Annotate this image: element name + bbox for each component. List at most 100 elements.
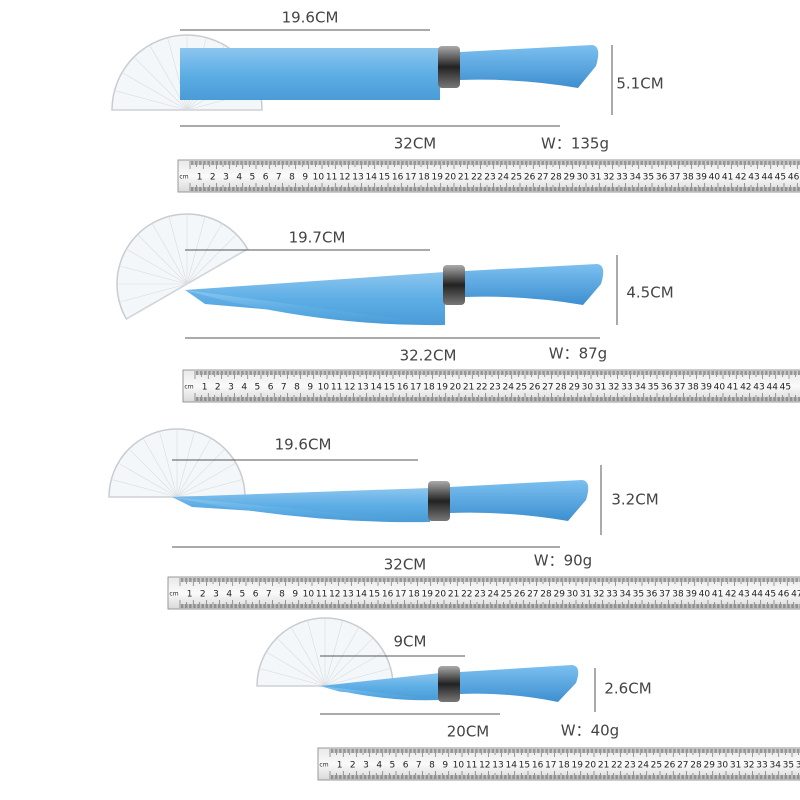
ruler-number: 16 <box>382 590 394 600</box>
ruler-number: 11 <box>326 173 337 183</box>
protractor-line <box>151 223 188 285</box>
ruler-number: 12 <box>339 173 350 183</box>
bolster <box>443 265 465 305</box>
ruler-number: 13 <box>352 173 363 183</box>
ruler-number: 33 <box>756 761 767 771</box>
ruler-number: 32 <box>608 383 619 393</box>
ruler-number: 37 <box>669 173 680 183</box>
protractor-line <box>324 668 391 687</box>
protractor-line <box>128 448 178 498</box>
ruler-number: 42 <box>735 173 746 183</box>
ruler-number: 8 <box>289 173 295 183</box>
ruler-number: 28 <box>690 761 702 771</box>
ruler-number: 38 <box>672 590 684 600</box>
protractor-line <box>119 283 188 303</box>
ruler-number: 44 <box>761 173 773 183</box>
protractor-line <box>259 668 326 687</box>
protractor-line <box>276 637 326 687</box>
ruler-number: 29 <box>568 383 580 393</box>
ruler-number: 21 <box>598 761 609 771</box>
ruler-number: 9 <box>442 761 448 771</box>
weight: W：135g <box>541 135 609 153</box>
ruler-number: 33 <box>606 590 617 600</box>
protractor-line <box>186 248 248 285</box>
height: 3.2CM <box>611 491 658 509</box>
ruler-number: 22 <box>611 761 622 771</box>
ruler-number: 25 <box>501 590 512 600</box>
ruler-number: 15 <box>379 173 390 183</box>
ruler-number: 31 <box>590 173 601 183</box>
ruler-number: 32 <box>593 590 604 600</box>
ruler-number: 3 <box>228 383 234 393</box>
ruler-number: 14 <box>505 761 517 771</box>
ruler-number: 21 <box>458 173 469 183</box>
ruler-number: 32 <box>603 173 614 183</box>
ruler-number: 27 <box>527 590 538 600</box>
ruler-number: 36 <box>661 383 673 393</box>
ruler-number: 43 <box>748 173 759 183</box>
ruler-number: 37 <box>674 383 685 393</box>
ruler-number: 24 <box>487 590 499 600</box>
ruler-number: 10 <box>318 383 330 393</box>
blade-length: 19.6CM <box>275 436 332 454</box>
bolster <box>438 46 460 88</box>
ruler-number: 35 <box>643 173 654 183</box>
ruler-number: 22 <box>476 383 487 393</box>
protractor-line <box>142 437 178 498</box>
blade-length: 19.7CM <box>289 229 346 247</box>
ruler-number: 41 <box>727 383 738 393</box>
protractor-line <box>159 431 178 498</box>
handle <box>460 665 579 702</box>
ruler-number: 10 <box>453 761 465 771</box>
protractor-line <box>324 651 385 687</box>
ruler-number: 35 <box>783 761 794 771</box>
ruler-number: 23 <box>624 761 635 771</box>
ruler-number: 12 <box>344 383 355 393</box>
ruler-number: 20 <box>445 173 457 183</box>
ruler-number: 26 <box>664 761 676 771</box>
ruler-number: 39 <box>695 173 707 183</box>
ruler-number: 13 <box>357 383 368 393</box>
height: 4.5CM <box>626 284 673 302</box>
ruler-number: 30 <box>717 761 729 771</box>
protractor-line <box>186 213 188 285</box>
ruler-number: 34 <box>769 761 781 771</box>
ruler-number: 37 <box>659 590 670 600</box>
ruler-number: 20 <box>450 383 462 393</box>
protractor-line <box>176 448 226 498</box>
ruler-number: 38 <box>682 173 694 183</box>
ruler-number: 30 <box>577 173 589 183</box>
ruler-number: 24 <box>497 173 509 183</box>
ruler-number: 11 <box>316 590 327 600</box>
ruler-number: 6 <box>253 590 259 600</box>
ruler-number: 5 <box>255 383 261 393</box>
ruler-number: 6 <box>268 383 274 393</box>
protractor-line <box>176 431 195 498</box>
ruler-number: 5 <box>240 590 246 600</box>
ruler-number: 7 <box>266 590 272 600</box>
protractor-line <box>119 265 188 285</box>
ruler-number: 36 <box>796 761 800 771</box>
ruler-number: 26 <box>514 590 526 600</box>
ruler-number: 30 <box>582 383 594 393</box>
ruler-number: 35 <box>633 590 644 600</box>
protractor-line <box>114 90 188 111</box>
ruler-number: 36 <box>646 590 658 600</box>
protractor-line <box>265 651 326 687</box>
ruler-number: 7 <box>416 761 422 771</box>
ruler-number: 24 <box>637 761 649 771</box>
ruler-number: 19 <box>431 173 443 183</box>
ruler <box>182 369 800 403</box>
protractor-line <box>176 437 212 498</box>
ruler-number: 1 <box>197 173 203 183</box>
ruler-number: 43 <box>738 590 749 600</box>
ruler-number: 29 <box>703 761 715 771</box>
ruler-number: 19 <box>421 590 433 600</box>
ruler-number: 34 <box>629 173 641 183</box>
ruler-number: 25 <box>511 173 522 183</box>
protractor-line <box>307 620 326 687</box>
total-length: 32CM <box>384 556 427 574</box>
blade-length: 19.6CM <box>282 9 339 27</box>
